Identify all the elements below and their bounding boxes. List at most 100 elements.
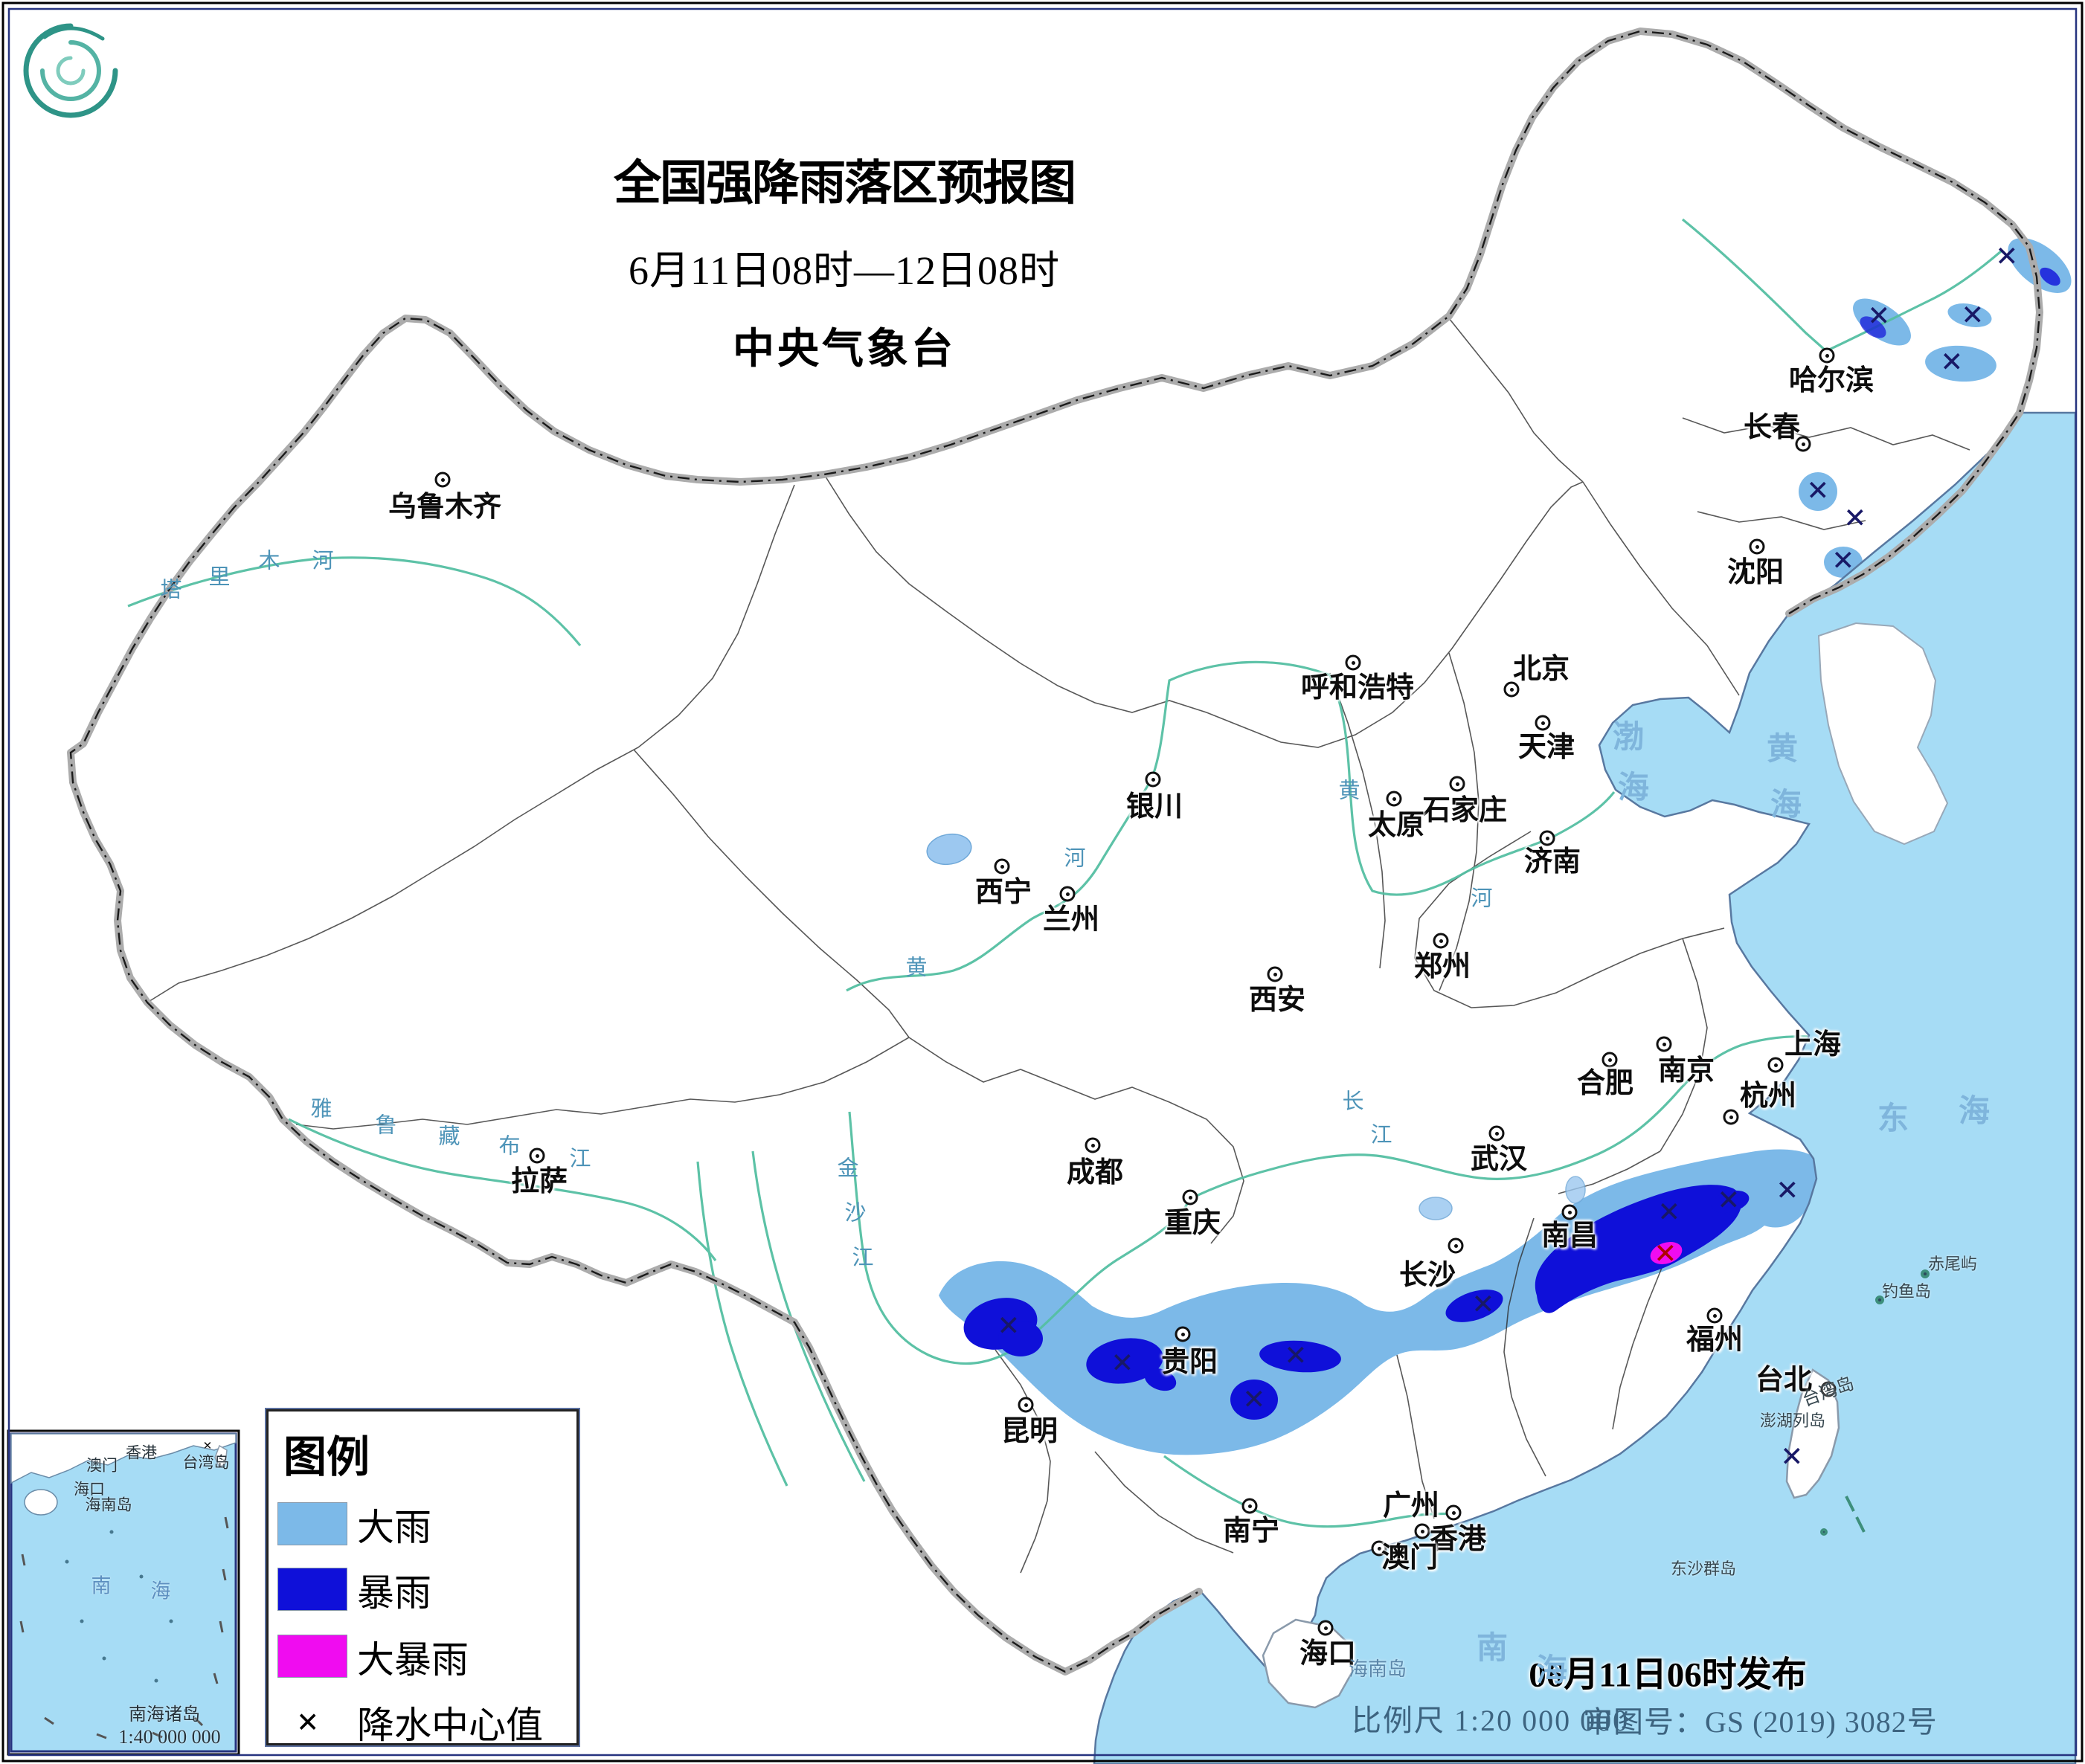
inset-label-台湾岛: 台湾岛 — [182, 1453, 230, 1472]
city-dot-太原 — [1386, 791, 1402, 807]
inset-label-南海诸岛: 南海诸岛 — [129, 1705, 200, 1725]
hainan-island — [1262, 1618, 1354, 1709]
river-label-金: 金 — [837, 1156, 859, 1181]
city-label-哈尔滨: 哈尔滨 — [1788, 365, 1874, 396]
city-label-沈阳: 沈阳 — [1726, 557, 1784, 588]
inset-label-南: 南 — [91, 1574, 112, 1597]
forecast-period: 6月11日08时—12日08时 — [629, 248, 1060, 293]
city-dot-天津 — [1535, 715, 1551, 731]
inset-label-1:40 000 000: 1:40 000 000 — [118, 1726, 221, 1748]
precip-center-marker-icon: × — [1776, 1169, 1799, 1211]
province-boundaries — [147, 318, 1970, 1574]
city-label-合肥: 合肥 — [1576, 1068, 1634, 1099]
city-label-天津: 天津 — [1517, 732, 1575, 763]
island-label-澎湖列岛: 澎湖列岛 — [1759, 1411, 1826, 1430]
precip-center-marker-icon: × — [1941, 341, 1963, 383]
city-label-太原: 太原 — [1367, 810, 1425, 841]
small-islands — [1820, 1269, 1930, 1536]
city-label-重庆: 重庆 — [1163, 1208, 1221, 1239]
rivers — [127, 218, 2002, 1528]
precip-center-marker-icon: × — [1472, 1283, 1494, 1325]
city-dot-香港 — [1414, 1523, 1430, 1539]
city-dot-台北 — [1820, 1381, 1837, 1397]
inset-label-香港: 香港 — [126, 1443, 157, 1462]
river-label-江: 江 — [569, 1147, 591, 1171]
sea-label-海: 海 — [1770, 788, 1804, 823]
inset-label-×: × — [203, 1436, 212, 1455]
city-label-杭州: 杭州 — [1739, 1081, 1797, 1112]
inset-label-澳门: 澳门 — [86, 1456, 118, 1475]
river-label-里: 里 — [208, 565, 231, 590]
river-label-江: 江 — [1370, 1123, 1392, 1147]
city-label-兰州: 兰州 — [1042, 904, 1100, 936]
city-label-台北: 台北 — [1755, 1365, 1813, 1396]
city-dot-西宁 — [994, 858, 1010, 875]
city-label-昆明: 昆明 — [1000, 1416, 1058, 1447]
river-label-河: 河 — [1064, 846, 1086, 871]
city-dot-杭州 — [1723, 1109, 1739, 1125]
city-label-郑州: 郑州 — [1413, 951, 1471, 982]
city-dot-长沙 — [1448, 1237, 1464, 1254]
city-label-澳门: 澳门 — [1381, 1542, 1439, 1574]
map-approval-number: 审图号：GS (2019) 3082号 — [1583, 1705, 1938, 1739]
precip-center-marker-icon: × — [1996, 235, 2018, 277]
city-dot-南昌 — [1561, 1204, 1578, 1220]
city-dot-银川 — [1145, 771, 1161, 788]
city-dot-沈阳 — [1749, 538, 1765, 555]
city-label-海口: 海口 — [1299, 1638, 1357, 1670]
sea-label-黄: 黄 — [1766, 733, 1800, 767]
city-label-长沙: 长沙 — [1398, 1260, 1456, 1291]
precip-center-marker-icon: × — [1962, 294, 1984, 336]
sea-label-海: 海 — [1617, 771, 1651, 805]
river-label-长: 长 — [1342, 1089, 1364, 1114]
rain-area-rainstorm — [963, 267, 2060, 1420]
precip-center-marker-icon: × — [297, 1701, 319, 1744]
map-frame-inner — [7, 7, 2078, 1757]
precip-center-marker-icon: × — [1243, 1378, 1265, 1420]
issuing-agency: 中央气象台 — [733, 326, 956, 373]
city-dot-广州 — [1445, 1504, 1462, 1521]
city-dot-重庆 — [1182, 1189, 1198, 1205]
city-dot-石家庄 — [1449, 776, 1465, 792]
river-label-鲁: 鲁 — [375, 1113, 397, 1138]
city-label-石家庄: 石家庄 — [1421, 795, 1508, 826]
city-label-成都: 成都 — [1066, 1157, 1124, 1188]
city-label-南京: 南京 — [1657, 1055, 1715, 1087]
river-label-沙: 沙 — [844, 1201, 867, 1226]
sea-label-渤: 渤 — [1612, 721, 1646, 755]
national-border — [67, 28, 2043, 1676]
inset-label-海南岛: 海南岛 — [85, 1496, 132, 1514]
city-label-南宁: 南宁 — [1222, 1516, 1280, 1547]
korea-peninsula — [1817, 622, 1949, 846]
inset-label-海: 海 — [150, 1580, 171, 1603]
city-dot-北京 — [1503, 681, 1520, 698]
rain-area-heavy-rainstorm — [1650, 1242, 1683, 1264]
river-label-雅: 雅 — [310, 1097, 332, 1121]
city-dot-拉萨 — [529, 1147, 545, 1164]
precip-center-marker-icon: × — [1654, 1232, 1677, 1275]
city-dot-哈尔滨 — [1819, 347, 1835, 364]
city-label-济南: 济南 — [1523, 846, 1581, 878]
precip-center-marker-icon: × — [1844, 497, 1866, 539]
city-label-拉萨: 拉萨 — [510, 1166, 568, 1197]
legend-title: 图例 — [283, 1433, 370, 1481]
city-dot-贵阳 — [1175, 1326, 1191, 1342]
city-dot-郑州 — [1433, 933, 1449, 949]
city-dot-呼和浩特 — [1345, 654, 1361, 671]
city-dot-上海 — [1767, 1057, 1784, 1073]
river-label-塔: 塔 — [160, 578, 182, 602]
river-label-江: 江 — [852, 1246, 874, 1270]
city-label-西宁: 西宁 — [974, 877, 1032, 908]
cma-logo-icon — [23, 23, 118, 118]
island-label-海南岛: 海南岛 — [1348, 1658, 1407, 1680]
heavy-rain-swatch — [277, 1502, 347, 1545]
city-dot-武汉 — [1488, 1125, 1505, 1142]
nine-dash-line — [19, 1516, 229, 1739]
river-label-河: 河 — [1471, 886, 1493, 911]
title-block: 全国强降雨落区预报图 6月11日08时—12日08时 中央气象台 — [614, 145, 1076, 376]
river-label-河: 河 — [312, 549, 334, 573]
map-title: 全国强降雨落区预报图 — [614, 157, 1076, 210]
